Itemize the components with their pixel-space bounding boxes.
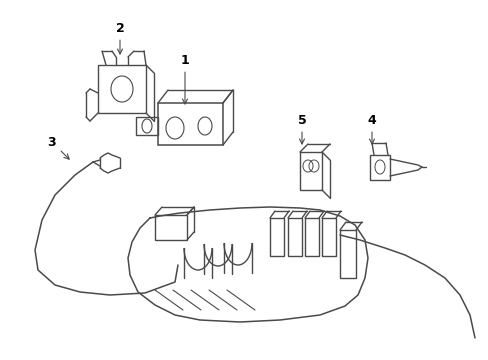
Bar xyxy=(269,218,284,256)
Bar xyxy=(305,218,318,256)
Text: 3: 3 xyxy=(48,135,69,159)
Text: 4: 4 xyxy=(367,113,376,144)
Bar xyxy=(369,155,389,180)
Bar xyxy=(158,103,223,145)
Bar xyxy=(321,218,335,256)
Text: 2: 2 xyxy=(115,22,124,54)
Bar xyxy=(155,215,186,240)
Bar xyxy=(299,152,321,190)
Bar xyxy=(98,65,146,113)
Bar xyxy=(287,218,302,256)
Bar xyxy=(339,230,355,278)
Bar xyxy=(136,117,158,135)
Text: 1: 1 xyxy=(180,54,189,104)
Text: 5: 5 xyxy=(297,113,306,144)
